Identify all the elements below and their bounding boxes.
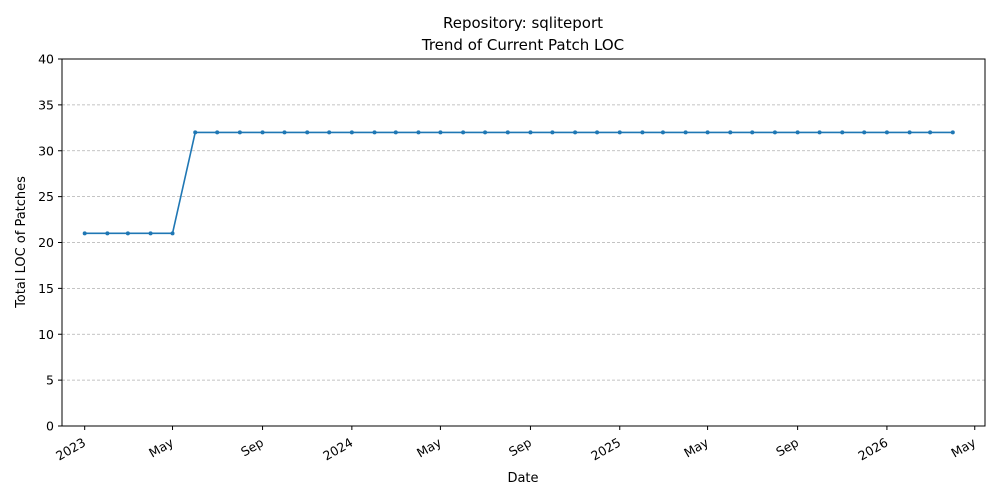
data-point <box>550 130 555 135</box>
x-tick-label: 2026 <box>855 435 890 464</box>
data-point <box>595 130 600 135</box>
data-point <box>349 130 354 135</box>
data-point <box>215 130 220 135</box>
chart-subtitle: Trend of Current Patch LOC <box>421 36 624 54</box>
chart-title: Repository: sqliteport <box>443 14 603 32</box>
data-point <box>170 231 175 236</box>
x-tick-label: May <box>948 434 978 460</box>
y-tick-label: 10 <box>38 327 54 342</box>
x-tick-label: 2023 <box>53 435 88 464</box>
x-tick-label: May <box>414 434 444 460</box>
data-point <box>260 130 265 135</box>
data-point <box>840 130 845 135</box>
data-point <box>907 130 912 135</box>
data-point <box>795 130 800 135</box>
data-point <box>82 231 87 236</box>
data-point <box>393 130 398 135</box>
data-point <box>705 130 710 135</box>
data-point <box>528 130 533 135</box>
data-point <box>327 130 332 135</box>
data-point <box>772 130 777 135</box>
data-point <box>125 231 130 236</box>
x-tick-label: May <box>146 434 176 460</box>
y-tick-label: 20 <box>38 235 54 250</box>
series-group <box>82 130 955 236</box>
x-tick-label: Sep <box>238 435 266 460</box>
data-point <box>505 130 510 135</box>
data-point <box>750 130 755 135</box>
data-point <box>237 130 242 135</box>
y-tick-label: 15 <box>38 281 54 296</box>
x-tick-label: 2025 <box>588 435 623 464</box>
data-point <box>862 130 867 135</box>
data-point <box>105 231 110 236</box>
x-axis: 2023 May Sep 2024 May Sep 2025 May Sep 2026 May <box>53 426 979 464</box>
data-point <box>640 130 645 135</box>
data-point <box>728 130 733 135</box>
data-point <box>950 130 955 135</box>
data-point <box>928 130 933 135</box>
data-point <box>573 130 578 135</box>
data-point <box>483 130 488 135</box>
x-tick-label: Sep <box>506 435 534 460</box>
y-tick-label: 5 <box>46 373 54 388</box>
data-point <box>884 130 889 135</box>
y-axis-label: Total LOC of Patches <box>14 176 29 309</box>
data-point <box>282 130 287 135</box>
gridlines <box>62 58 985 381</box>
x-tick-label: 2024 <box>320 435 355 464</box>
data-point <box>660 130 665 135</box>
data-point <box>461 130 466 135</box>
x-tick-label: Sep <box>773 435 801 460</box>
y-tick-label: 35 <box>38 97 54 112</box>
y-tick-label: 30 <box>38 143 54 158</box>
data-point <box>148 231 153 236</box>
data-point <box>683 130 688 135</box>
data-point <box>817 130 822 135</box>
data-point <box>305 130 310 135</box>
series-line <box>84 131 953 235</box>
data-point <box>193 130 198 135</box>
x-tick-label: May <box>681 434 711 460</box>
data-point <box>617 130 622 135</box>
y-tick-label: 40 <box>38 52 54 67</box>
y-tick-label: 25 <box>38 189 54 204</box>
data-point <box>416 130 421 135</box>
x-axis-label: Date <box>507 471 538 486</box>
y-axis: 0 5 10 15 20 25 30 35 40 <box>38 52 62 434</box>
data-point <box>438 130 443 135</box>
y-tick-label: 0 <box>46 419 54 434</box>
data-point <box>372 130 377 135</box>
